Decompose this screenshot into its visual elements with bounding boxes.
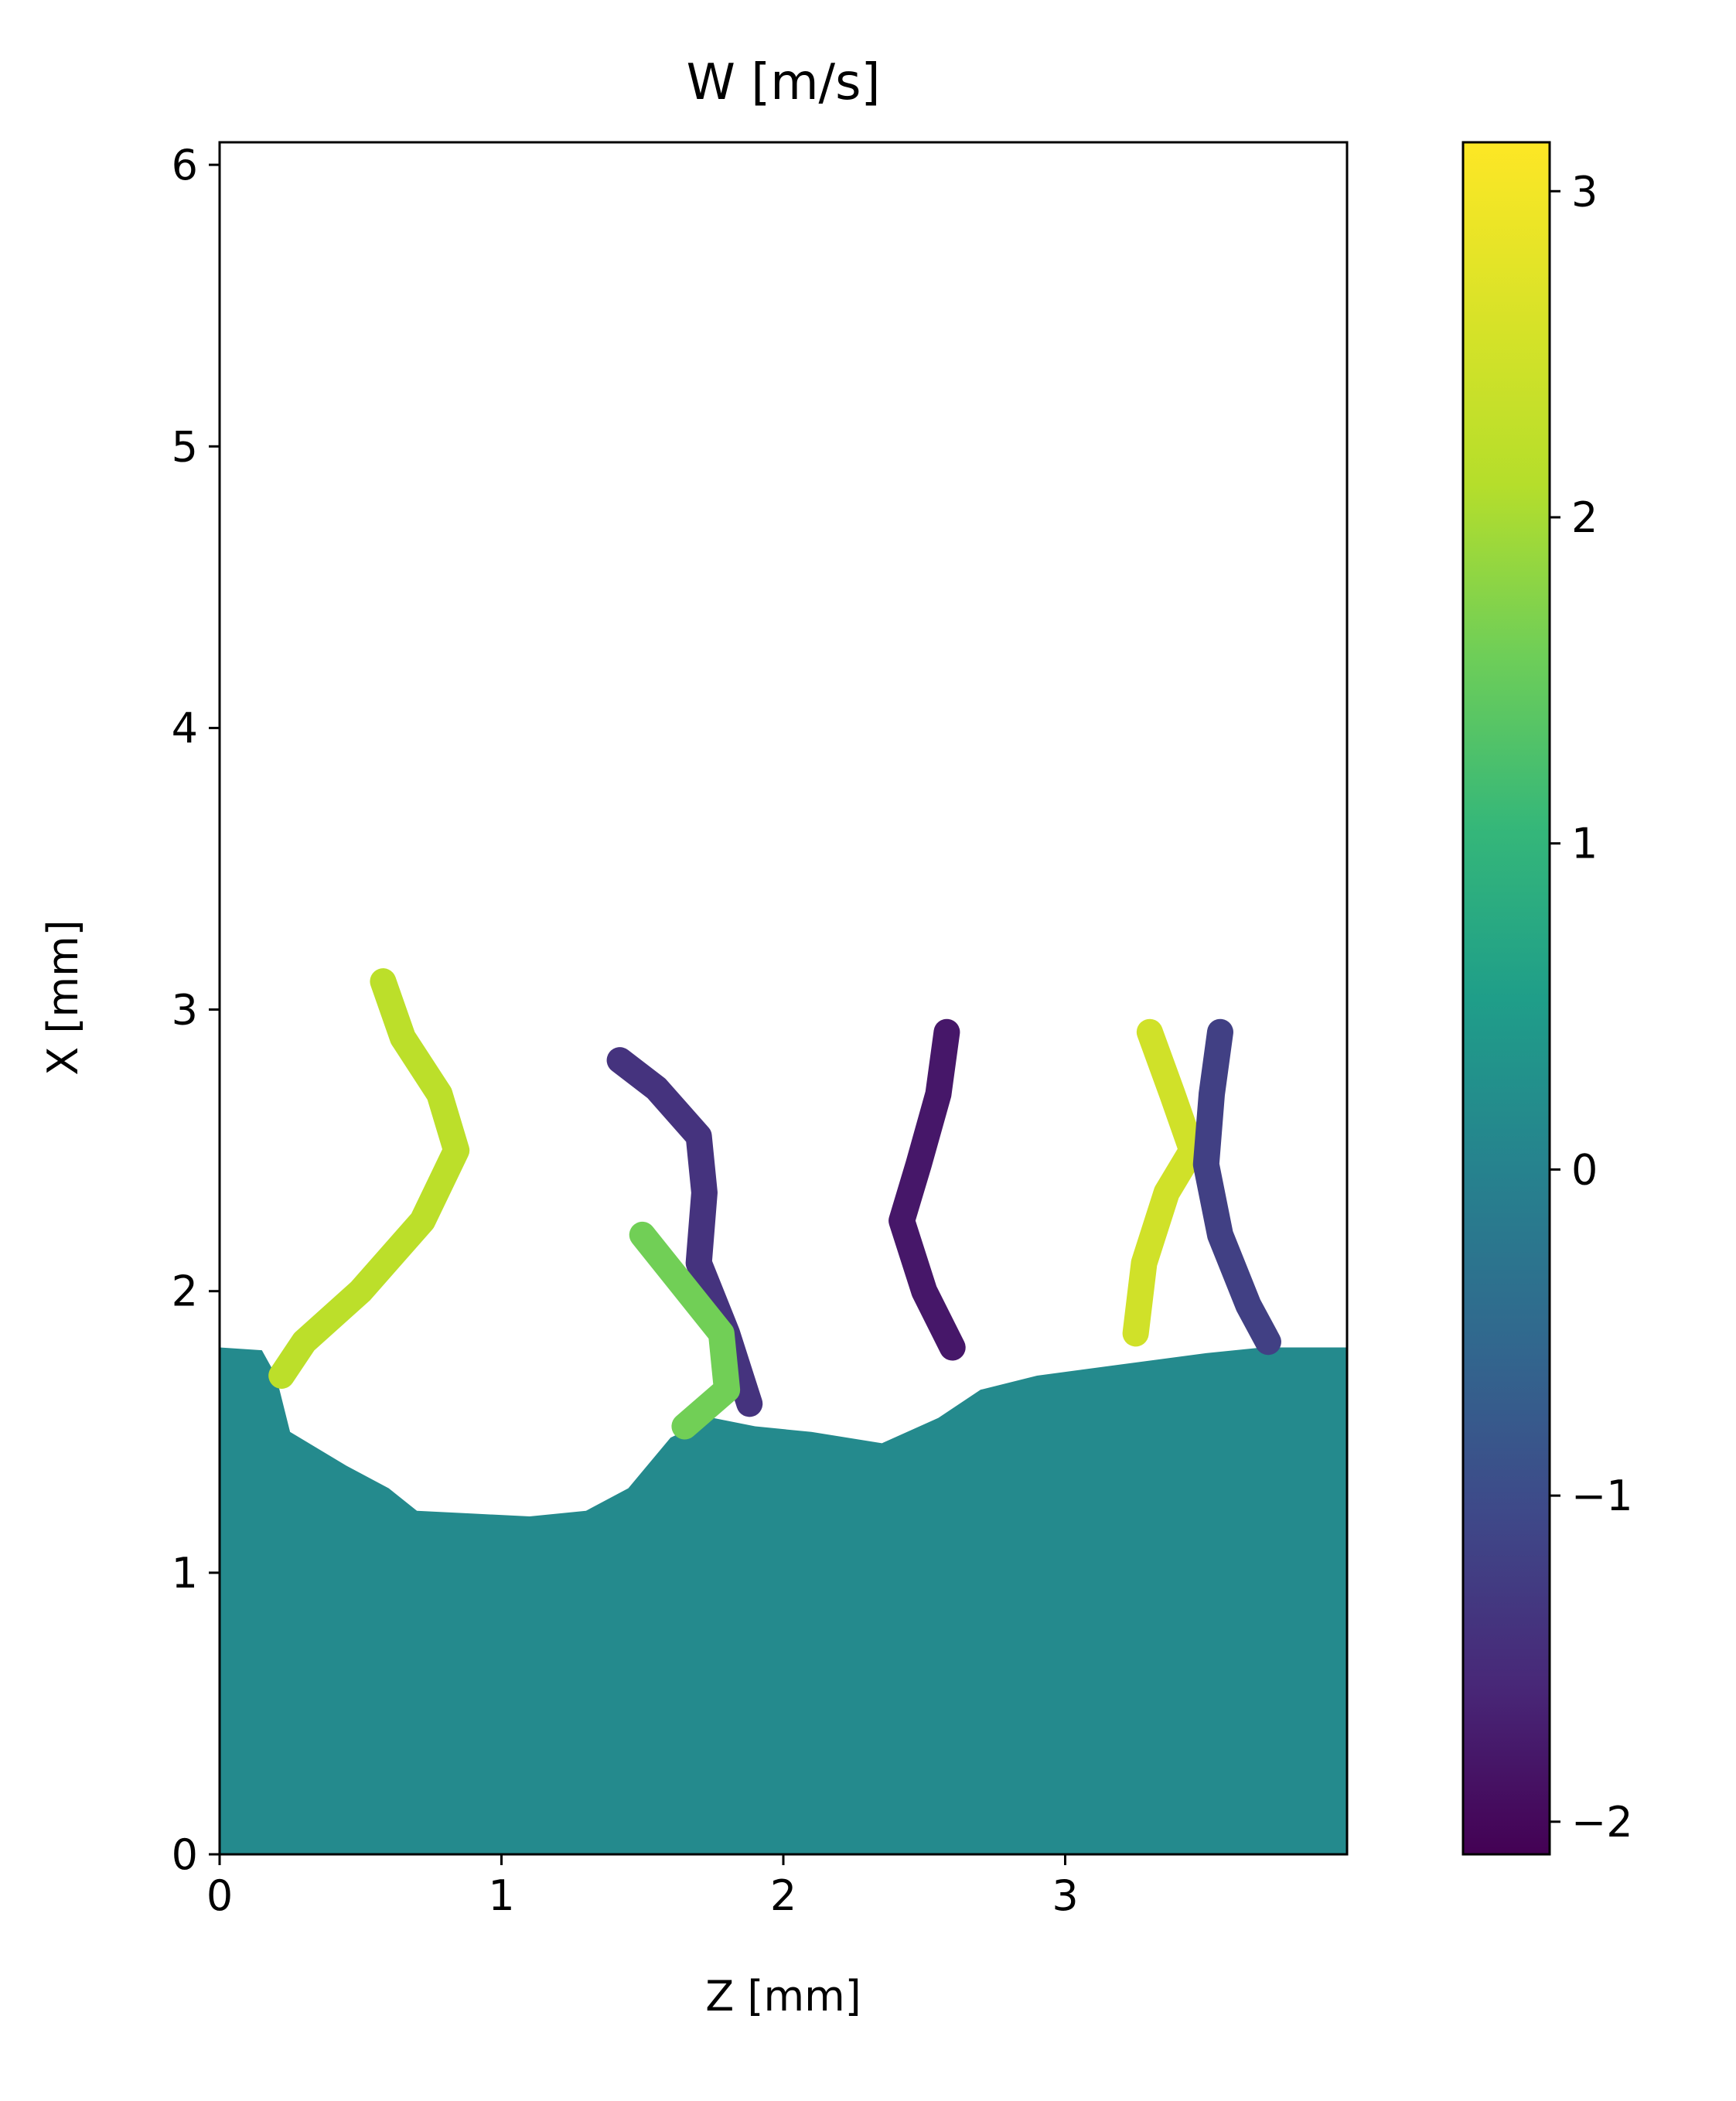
jet-1 <box>268 968 470 1389</box>
y-tick-label: 6 <box>172 141 198 189</box>
colorbar-tick-label: −1 <box>1571 1472 1633 1520</box>
x-tick-label: 3 <box>1052 1871 1078 1920</box>
colorbar-tick-label: 0 <box>1571 1145 1598 1194</box>
colorbar-tick-label: 3 <box>1571 167 1598 216</box>
colorbar-tick-label: 1 <box>1571 820 1598 868</box>
jet-5 <box>1122 1018 1206 1347</box>
jet-4 <box>888 1018 966 1361</box>
y-tick-label: 0 <box>172 1830 198 1879</box>
colorbar-axis: −2 −1 0 1 2 3 <box>1550 167 1633 1847</box>
heatmap-plot <box>220 968 1347 1854</box>
y-tick-label: 2 <box>172 1267 198 1316</box>
y-tick-label: 5 <box>172 422 198 471</box>
y-tick-label: 3 <box>172 986 198 1035</box>
jet-6 <box>1192 1018 1281 1356</box>
y-tick-label: 1 <box>172 1549 198 1598</box>
x-tick-label: 0 <box>206 1871 233 1920</box>
chart-title: W [m/s] <box>687 54 881 111</box>
y-axis: 0 1 2 3 4 5 6 <box>172 141 220 1879</box>
x-tick-label: 1 <box>488 1871 514 1920</box>
x-axis-label: Z [mm] <box>705 1972 861 2021</box>
colorbar-tick-label: 2 <box>1571 493 1598 542</box>
colorbar-tick-label: −2 <box>1571 1798 1633 1847</box>
colorbar <box>1461 141 1551 1856</box>
fluid-region <box>220 1347 1347 1854</box>
x-tick-label: 2 <box>770 1871 796 1920</box>
x-axis: 0 1 2 3 <box>206 1854 1079 1920</box>
y-tick-label: 4 <box>172 704 198 752</box>
y-axis-label: X [mm] <box>39 919 87 1076</box>
jet-3 <box>629 1221 741 1440</box>
